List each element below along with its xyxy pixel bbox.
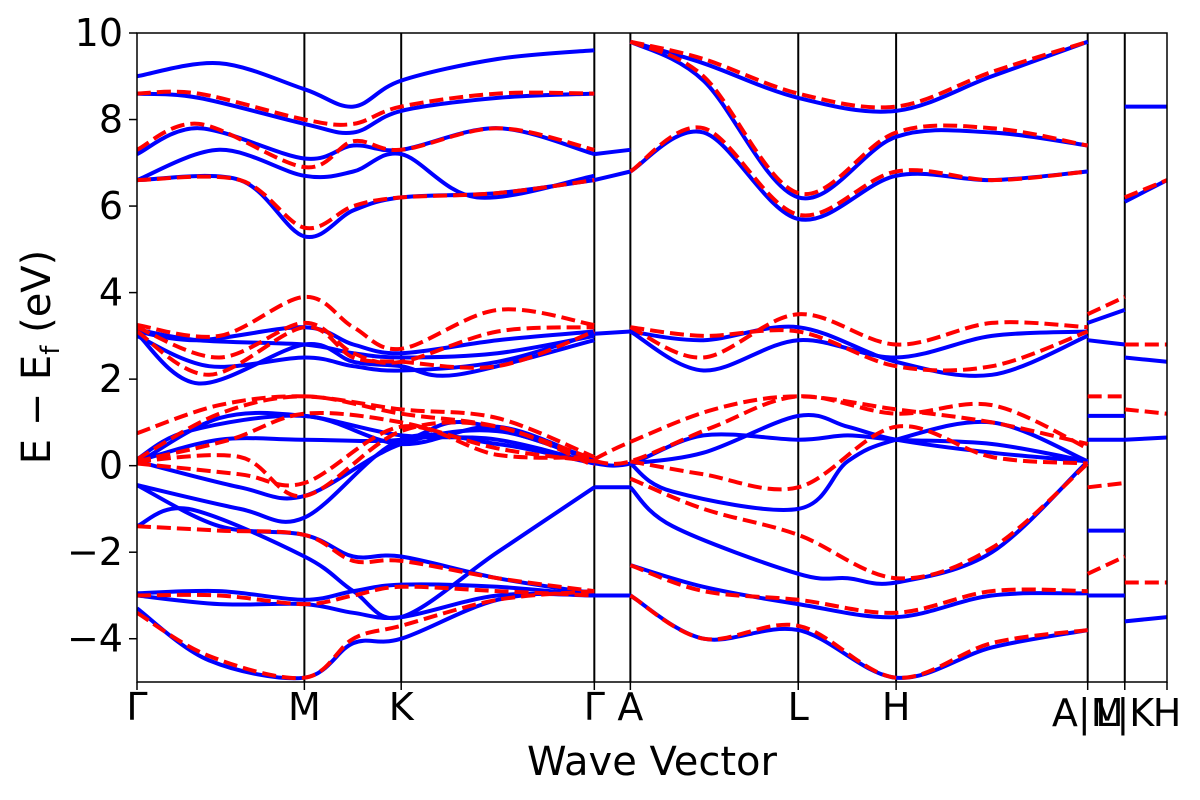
band-line-solid — [630, 324, 1089, 378]
band-line-solid — [1124, 355, 1167, 364]
x-tick-label: A|M — [1052, 691, 1124, 736]
band-line-dashed — [629, 461, 1090, 581]
band-line-solid — [137, 332, 595, 386]
band-lines — [137, 39, 1167, 681]
band-line-solid — [629, 39, 1088, 201]
y-tick-label: 4 — [99, 271, 123, 315]
band-line-dashed — [137, 320, 595, 365]
band-line-dashed — [137, 121, 595, 170]
plot-frame — [136, 32, 1168, 683]
band-line-solid — [629, 563, 1088, 620]
band-line-dashed — [137, 584, 595, 607]
y-tick-label: 6 — [99, 184, 123, 228]
band-line-solid — [137, 410, 595, 466]
x-tick-label: H — [1153, 691, 1182, 735]
band-line-solid — [137, 331, 595, 373]
x-axis-ticks: Γ M K Γ A L H A|ML|KH — [126, 682, 1181, 736]
band-line-dashed — [1124, 178, 1167, 200]
y-axis-label-subscript: f — [36, 345, 66, 355]
band-line-dashed — [137, 325, 595, 377]
y-axis-label-unit: (eV) — [14, 250, 60, 346]
band-line-solid — [137, 432, 595, 524]
band-line-dashed — [629, 312, 1088, 360]
band-line-solid — [137, 591, 595, 620]
band-line-dashed — [137, 524, 595, 594]
band-line-dashed — [594, 394, 1089, 466]
band-line-dashed — [137, 294, 595, 352]
band-line-solid — [137, 589, 595, 681]
band-line-dashed — [137, 424, 595, 488]
band-line-solid — [1124, 435, 1167, 442]
band-line-solid — [629, 39, 1089, 114]
band-line-solid — [1087, 308, 1126, 325]
band-line-dashed — [1086, 295, 1126, 317]
x-tick-label: A — [617, 685, 643, 729]
x-tick-label: H — [882, 685, 911, 729]
band-line-dashed — [137, 589, 595, 681]
y-axis-label: E − Ef (eV) — [14, 250, 66, 465]
x-tick-label: M — [288, 685, 321, 729]
band-line-dashed — [137, 394, 596, 459]
band-line-dashed — [1124, 407, 1167, 416]
y-tick-label: −2 — [67, 530, 123, 574]
x-tick-label: K — [389, 685, 415, 729]
x-tick-label: L — [788, 685, 809, 729]
band-line-dashed — [137, 420, 596, 499]
y-axis-ticks: −4 −2 0 2 4 6 8 10 — [67, 11, 137, 661]
band-line-dashed — [1086, 554, 1126, 576]
band-line-dashed — [593, 394, 1089, 462]
band-line-solid — [137, 147, 595, 200]
x-tick-label: L|K — [1095, 691, 1155, 736]
band-line-solid — [594, 329, 631, 336]
y-tick-label: 0 — [99, 444, 123, 488]
band-line-dashed — [630, 325, 1089, 373]
x-tick-label: Γ — [126, 685, 147, 729]
y-tick-label: 2 — [99, 357, 123, 401]
band-line-dashed — [629, 563, 1088, 615]
x-tick-label: Γ — [584, 685, 605, 729]
band-line-dashed — [137, 89, 595, 127]
band-line-dashed — [137, 410, 595, 464]
x-axis-label: Wave Vector — [527, 739, 778, 785]
band-line-dashed — [1087, 481, 1126, 490]
band-line-dashed — [629, 39, 1089, 110]
band-line-solid — [630, 412, 1088, 466]
band-line-dashed — [137, 394, 595, 462]
band-line-solid — [137, 48, 595, 109]
y-axis-label-main: E − E — [14, 355, 60, 465]
band-line-dashed — [629, 125, 1088, 218]
y-tick-label: 8 — [99, 98, 123, 142]
band-line-solid — [594, 147, 631, 157]
y-tick-label: −4 — [67, 617, 123, 661]
band-line-solid — [137, 91, 595, 135]
band-line-solid — [629, 419, 1089, 512]
y-tick-label: 10 — [75, 11, 123, 55]
band-line-dashed — [629, 593, 1088, 680]
band-line-solid — [1124, 615, 1167, 624]
band-line-dashed — [137, 174, 595, 231]
band-line-solid — [1087, 338, 1126, 347]
band-line-solid — [593, 169, 631, 183]
band-line-solid — [628, 459, 1090, 586]
band-line-dashed — [629, 39, 1089, 197]
band-line-solid — [137, 325, 595, 356]
